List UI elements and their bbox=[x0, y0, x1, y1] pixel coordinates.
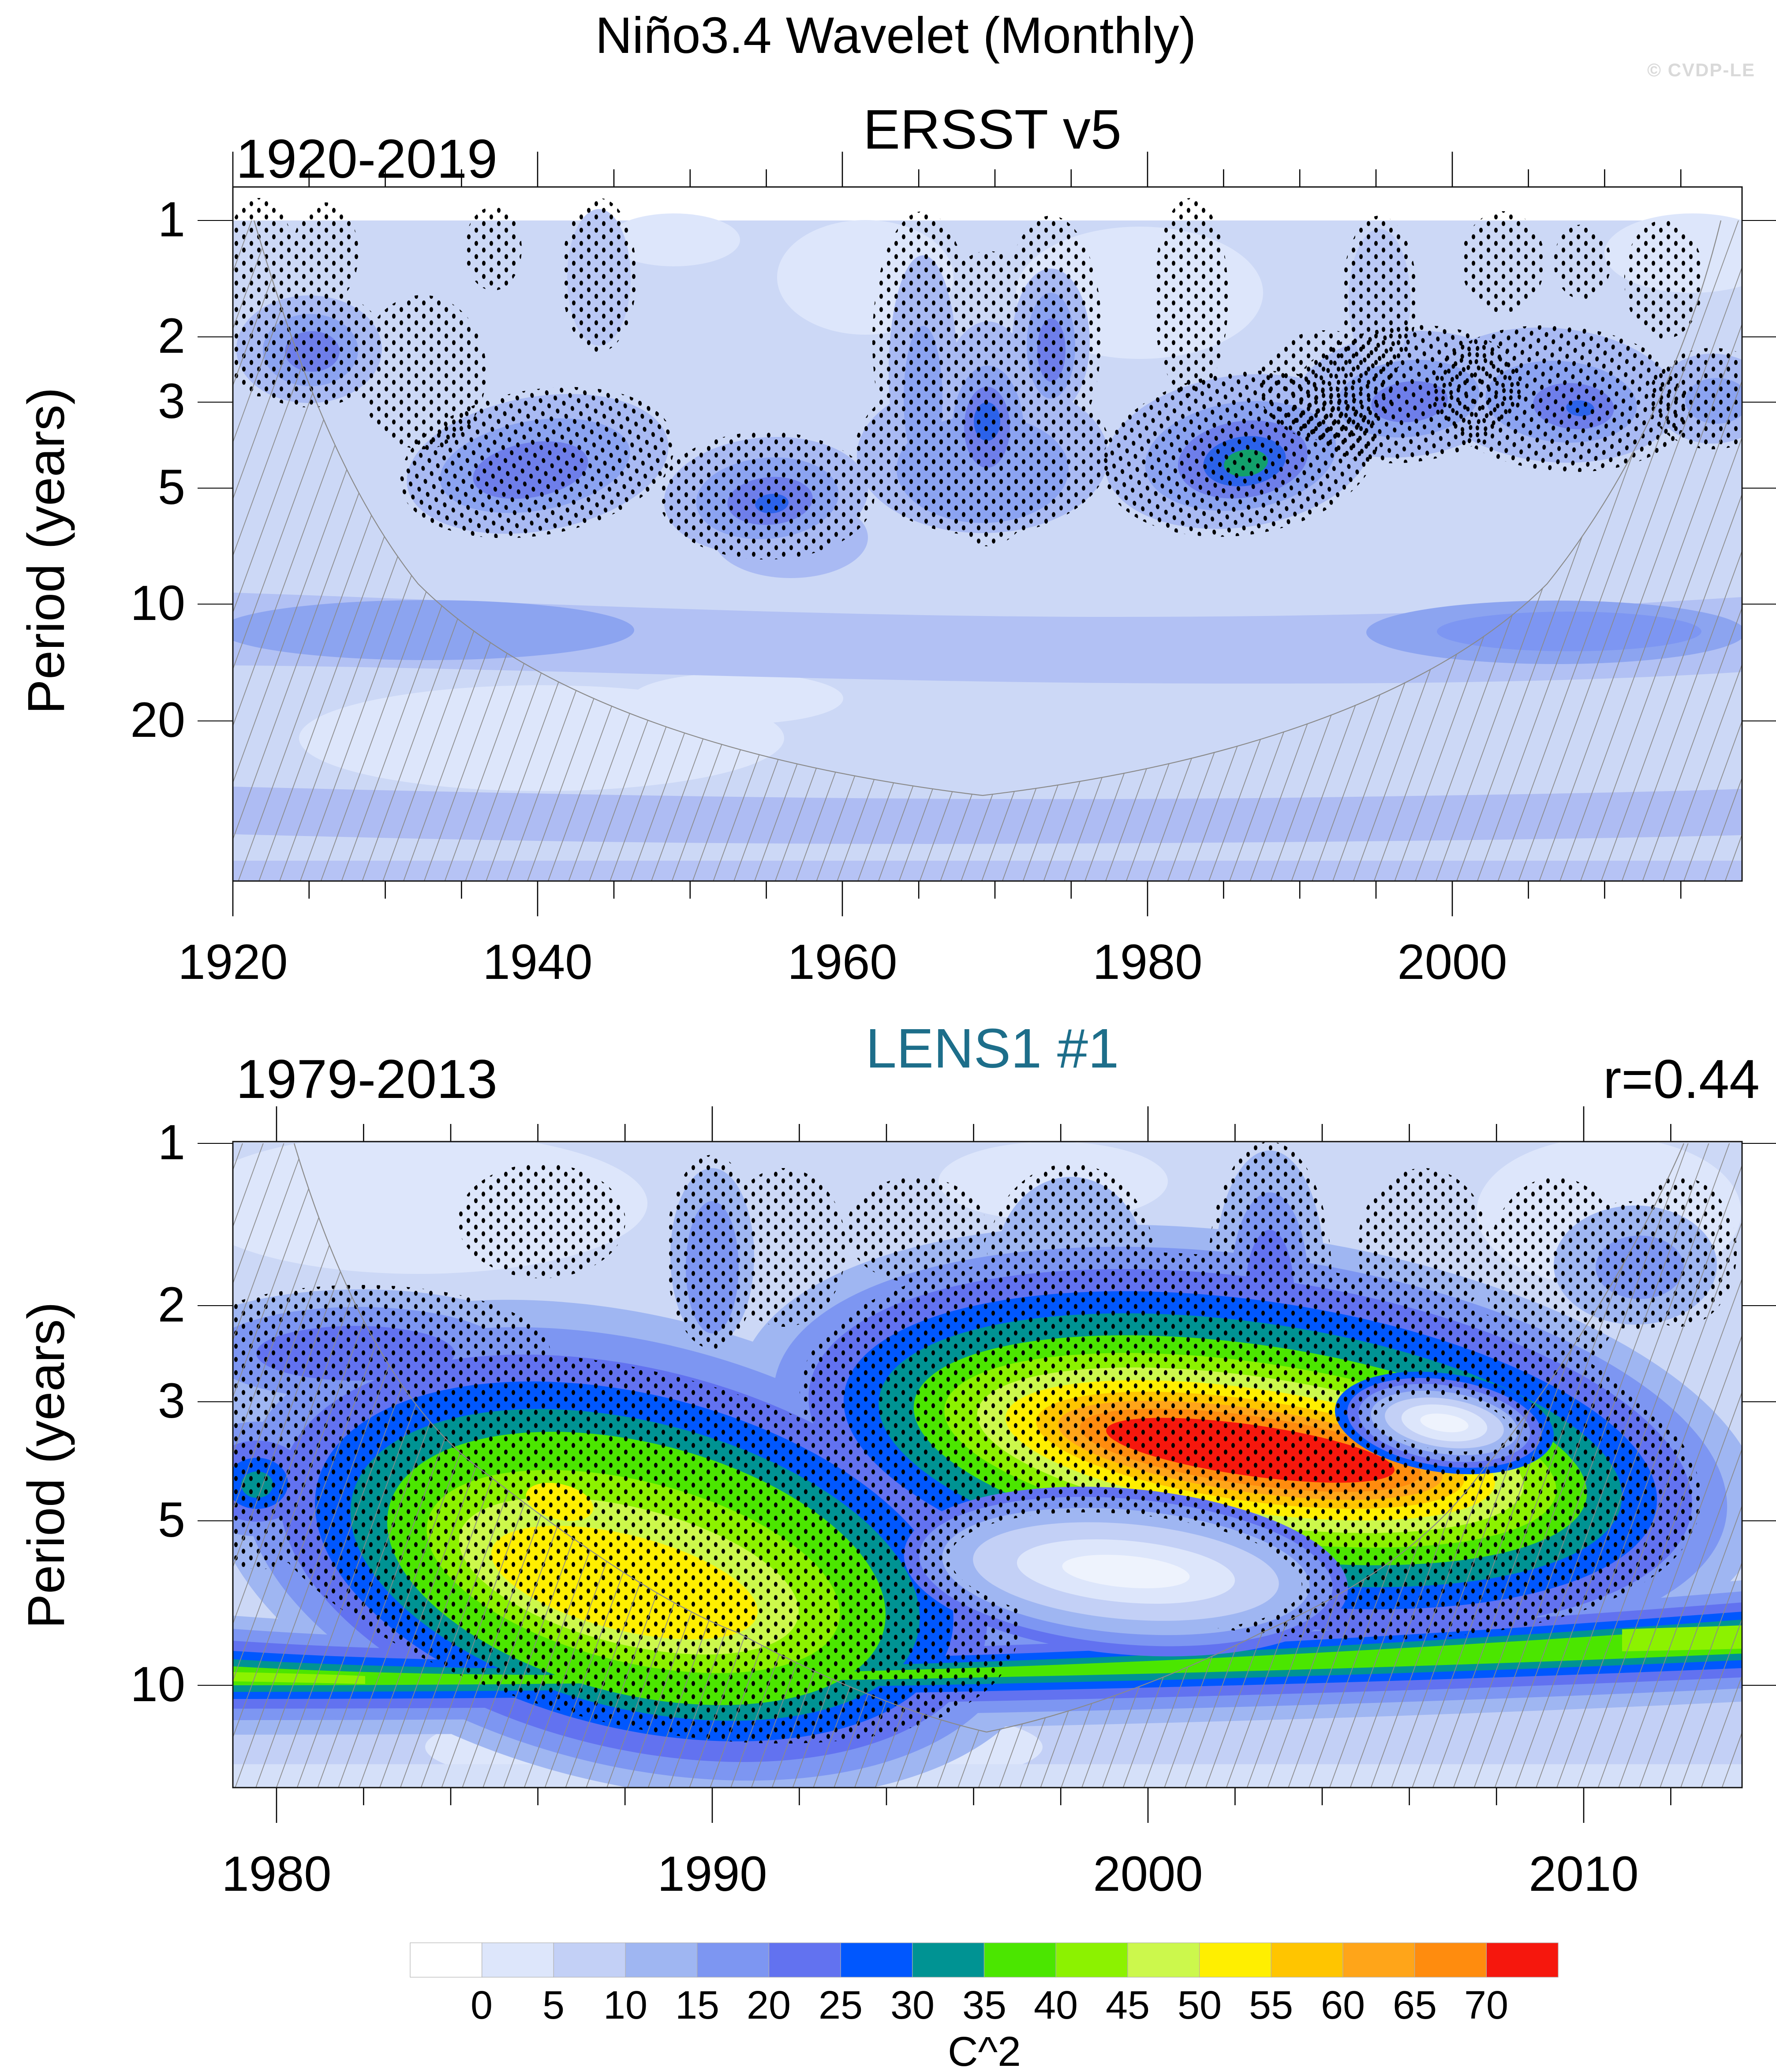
top-panel-subtitle: ERSST v5 bbox=[863, 98, 1122, 161]
colorbar-swatch-8 bbox=[983, 1942, 1056, 1978]
colorbar-swatch-7 bbox=[912, 1942, 985, 1978]
bottom-x-tick-2010: 2010 bbox=[1529, 1846, 1639, 1901]
colorbar-swatch-15 bbox=[1486, 1942, 1559, 1978]
top-y-axis-label: Period (years) bbox=[17, 387, 75, 714]
top-x-tick-2000: 2000 bbox=[1397, 934, 1507, 989]
colorbar-tick-40: 40 bbox=[1033, 1983, 1078, 2027]
colorbar-swatch-12 bbox=[1271, 1942, 1343, 1978]
top-y-tick-3: 3 bbox=[157, 373, 185, 429]
bottom-panel-correlation-label: r=0.44 bbox=[1603, 1049, 1760, 1110]
top-y-tick-1: 1 bbox=[157, 192, 185, 247]
bottom-coi bbox=[233, 1143, 1742, 1788]
top-panel-range-label: 1920-2019 bbox=[236, 129, 497, 190]
top-y-tick-2: 2 bbox=[157, 308, 185, 363]
top-x-tick-1940: 1940 bbox=[482, 934, 593, 989]
bottom-x-tick-1990: 1990 bbox=[657, 1846, 767, 1901]
colorbar-swatch-5 bbox=[768, 1942, 841, 1978]
colorbar-tick-5: 5 bbox=[542, 1983, 565, 2027]
colorbar-tick-35: 35 bbox=[962, 1983, 1007, 2027]
colorbar-swatch-1 bbox=[482, 1942, 554, 1978]
bottom-panel-subtitle: LENS1 #1 bbox=[865, 1017, 1119, 1079]
bottom-y-tick-10: 10 bbox=[130, 1657, 185, 1712]
bottom-y-tick-5: 5 bbox=[157, 1492, 185, 1547]
colorbar-tick-20: 20 bbox=[746, 1983, 791, 2027]
colorbar-swatch-14 bbox=[1414, 1942, 1487, 1978]
colorbar-swatch-4 bbox=[697, 1942, 770, 1978]
bottom-panel-range-label: 1979-2013 bbox=[236, 1049, 497, 1110]
top-coi-hatch bbox=[233, 220, 1742, 881]
colorbar-swatch-9 bbox=[1055, 1942, 1128, 1978]
bottom-x-tick-2000: 2000 bbox=[1093, 1846, 1203, 1901]
colorbar-swatch-6 bbox=[840, 1942, 913, 1978]
bottom-y-tick-1: 1 bbox=[157, 1115, 185, 1170]
figure-title: Niño3.4 Wavelet (Monthly) bbox=[595, 7, 1196, 64]
bottom-y-tick-2: 2 bbox=[157, 1277, 185, 1332]
colorbar-units-label: C^2 bbox=[947, 2028, 1021, 2072]
colorbar-tick-30: 30 bbox=[890, 1983, 935, 2027]
top-y-tick-10: 10 bbox=[130, 575, 185, 631]
top-wavelet-plot bbox=[233, 198, 1742, 881]
colorbar-swatch-2 bbox=[553, 1942, 626, 1978]
top-x-tick-1920: 1920 bbox=[178, 934, 288, 989]
colorbar-tick-0: 0 bbox=[470, 1983, 493, 2027]
bottom-plot-frame bbox=[232, 1141, 1743, 1788]
top-coi-boundary-right bbox=[982, 220, 1722, 796]
colorbar-swatch-0 bbox=[410, 1942, 482, 1978]
top-coi-boundary-left bbox=[253, 220, 983, 796]
colorbar-tick-15: 15 bbox=[675, 1983, 720, 2027]
top-x-tick-1960: 1960 bbox=[787, 934, 897, 989]
colorbar-swatch-11 bbox=[1199, 1942, 1271, 1978]
top-plot-frame bbox=[232, 186, 1743, 882]
bottom-y-axis-label: Period (years) bbox=[17, 1302, 75, 1629]
colorbar-tick-10: 10 bbox=[603, 1983, 648, 2027]
bottom-coi-boundary-right bbox=[986, 1143, 1685, 1733]
colorbar-swatch-3 bbox=[625, 1942, 698, 1978]
bottom-coi-boundary-left bbox=[293, 1143, 987, 1733]
watermark: © CVDP-LE bbox=[1647, 60, 1755, 80]
bottom-coi-hatch bbox=[233, 1143, 1742, 1788]
colorbar-tick-70: 70 bbox=[1464, 1983, 1509, 2027]
bottom-x-tick-1980: 1980 bbox=[221, 1846, 332, 1901]
colorbar-swatch-10 bbox=[1127, 1942, 1200, 1978]
colorbar-tick-50: 50 bbox=[1177, 1983, 1222, 2027]
top-y-tick-20: 20 bbox=[130, 692, 185, 747]
colorbar-tick-25: 25 bbox=[818, 1983, 863, 2027]
axis-ticks bbox=[198, 152, 1776, 1823]
colorbar-tick-55: 55 bbox=[1249, 1983, 1294, 2027]
top-y-tick-5: 5 bbox=[157, 459, 185, 515]
bottom-y-tick-3: 3 bbox=[157, 1373, 185, 1428]
colorbar-tick-60: 60 bbox=[1320, 1983, 1365, 2027]
colorbar-tick-45: 45 bbox=[1105, 1983, 1150, 2027]
top-x-tick-1980: 1980 bbox=[1092, 934, 1203, 989]
colorbar bbox=[410, 1942, 1559, 1978]
colorbar-swatch-13 bbox=[1342, 1942, 1415, 1978]
colorbar-tick-65: 65 bbox=[1392, 1983, 1437, 2027]
